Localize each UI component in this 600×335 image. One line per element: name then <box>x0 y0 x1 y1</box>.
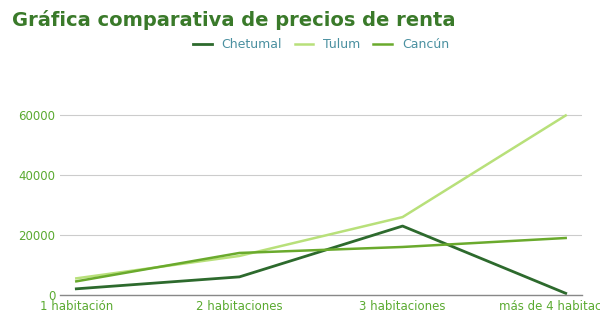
Tulum <box>73 276 80 280</box>
Tulum <box>399 215 406 219</box>
Cancún <box>236 251 243 255</box>
Line: Cancún: Cancún <box>76 238 566 281</box>
Text: Gráfica comparativa de precios de renta: Gráfica comparativa de precios de renta <box>12 10 455 30</box>
Chetumal <box>399 224 406 228</box>
Chetumal <box>236 275 243 279</box>
Chetumal <box>562 291 569 295</box>
Cancún <box>399 245 406 249</box>
Line: Chetumal: Chetumal <box>76 226 566 293</box>
Cancún <box>73 279 80 283</box>
Cancún <box>562 236 569 240</box>
Chetumal <box>73 287 80 291</box>
Tulum <box>562 114 569 118</box>
Legend: Chetumal, Tulum, Cancún: Chetumal, Tulum, Cancún <box>188 33 454 56</box>
Tulum <box>236 254 243 258</box>
Line: Tulum: Tulum <box>76 116 566 278</box>
